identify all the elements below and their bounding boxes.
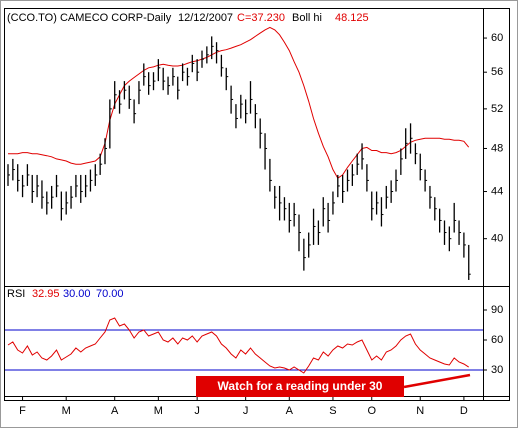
x-tick-label: M: [62, 405, 71, 417]
x-tick-label: M: [154, 405, 163, 417]
x-tick-label: F: [19, 405, 26, 417]
y-tick-label: 40: [491, 233, 503, 245]
y-tick-label: 56: [491, 66, 503, 78]
y-tick-label: 60: [491, 32, 503, 44]
y-tick-label: 60: [491, 334, 503, 346]
series-line: [8, 26, 470, 179]
y-tick-label: 90: [491, 304, 503, 316]
x-tick-label: S: [329, 405, 336, 417]
rsi-level-label: 70.00: [96, 288, 124, 300]
annotation-arrow: [403, 373, 471, 389]
x-tick-label: J: [194, 405, 200, 417]
rsi-value: 32.95: [32, 288, 60, 300]
x-tick-label: D: [460, 405, 468, 417]
close-label: C=37.230: [237, 12, 285, 24]
x-tick-label: A: [286, 405, 294, 417]
y-tick-label: 30: [491, 364, 503, 376]
x-tick-label: O: [367, 405, 376, 417]
x-tick-label: J: [243, 405, 249, 417]
date: 12/12/2007: [178, 12, 233, 24]
annotation: Watch for a reading under 30: [218, 379, 383, 393]
chart-title: (CCO.TO) CAMECO CORP-Daily: [7, 12, 172, 24]
series-line: [7, 317, 469, 374]
y-tick-label: 44: [491, 185, 503, 197]
plot-frame: [4, 8, 510, 401]
x-tick-label: N: [416, 405, 424, 417]
y-tick-label: 52: [491, 103, 503, 115]
legend-label: Boll hi: [292, 12, 322, 24]
annotation-box: [196, 376, 404, 397]
rsi-level-label: 30.00: [63, 288, 91, 300]
legend-value: 48.125: [335, 12, 369, 24]
y-tick-label: 48: [491, 142, 503, 154]
x-tick-label: A: [111, 405, 119, 417]
rsi-label: RSI: [7, 288, 25, 300]
